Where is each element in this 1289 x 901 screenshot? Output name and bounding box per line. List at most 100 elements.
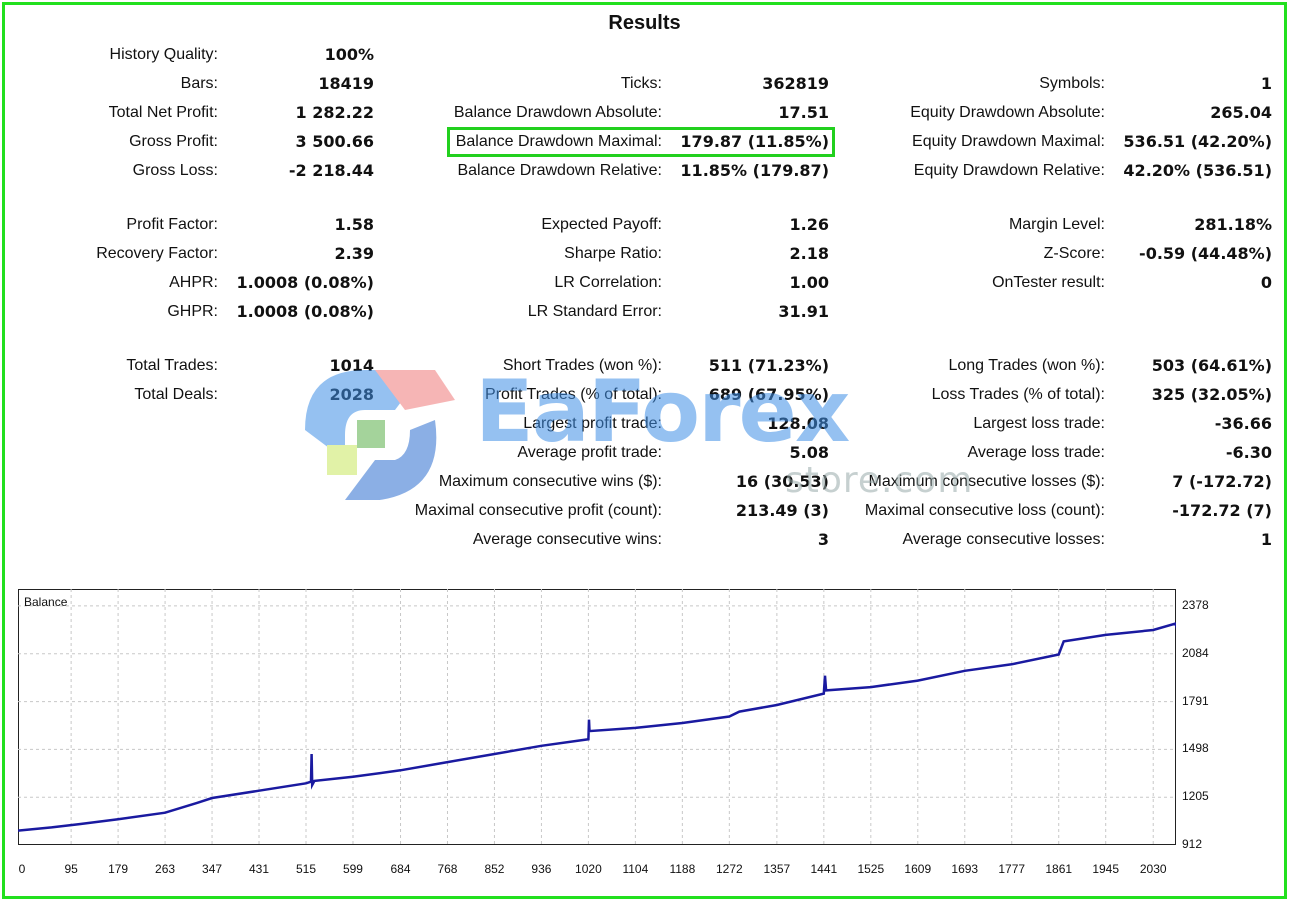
stat-label: Gross Profit: — [129, 133, 218, 150]
y-tick-label: 2084 — [1182, 645, 1209, 660]
stat-value: 11.85% (179.87) — [680, 161, 829, 180]
stat-label: Short Trades (won %): — [502, 357, 662, 374]
stat-label: Balance Drawdown Absolute: — [453, 104, 662, 121]
stat-value: 42.20% (536.51) — [1123, 161, 1272, 180]
x-tick-label: 1272 — [715, 862, 743, 876]
stat-label: Maximum consecutive losses ($): — [868, 473, 1105, 490]
x-tick-label: 1861 — [1045, 862, 1073, 876]
y-tick-label: 1791 — [1182, 693, 1209, 708]
balance-plot — [18, 589, 1176, 845]
y-tick-label: 912 — [1182, 837, 1203, 851]
stat-label: Average consecutive wins: — [472, 531, 662, 548]
stat-value: 325 (32.05%) — [1151, 385, 1272, 404]
stat-value: 2.18 — [789, 244, 829, 263]
stat-value: 18419 — [318, 74, 374, 93]
x-tick-label: 768 — [437, 862, 458, 876]
stat-label: Recovery Factor: — [96, 245, 218, 262]
stat-value: 2028 — [329, 385, 374, 404]
x-tick-label: 431 — [249, 862, 270, 876]
stat-value: 1.0008 (0.08%) — [236, 302, 374, 321]
x-tick-label: 263 — [155, 862, 176, 876]
x-tick-label: 2030 — [1139, 862, 1167, 876]
stat-label: Largest loss trade: — [973, 415, 1105, 432]
x-tick-label: 1357 — [763, 862, 791, 876]
stat-label: Equity Drawdown Maximal: — [912, 133, 1105, 150]
stat-value: 503 (64.61%) — [1151, 356, 1272, 375]
stat-value: -0.59 (44.48%) — [1139, 244, 1272, 263]
stat-label: Maximal consecutive loss (count): — [864, 502, 1105, 519]
stat-value: 689 (67.95%) — [708, 385, 829, 404]
stat-value: 2.39 — [334, 244, 374, 263]
stat-value: -36.66 — [1214, 414, 1272, 433]
stat-value: 16 (30.53) — [735, 472, 829, 491]
stat-label: Bars: — [180, 75, 218, 92]
x-tick-label: 1609 — [904, 862, 932, 876]
stat-value: 31.91 — [778, 302, 829, 321]
x-tick-label: 1525 — [857, 862, 885, 876]
x-tick-label: 95 — [64, 862, 78, 876]
stat-value: 536.51 (42.20%) — [1123, 132, 1272, 151]
stat-label: Balance Drawdown Relative: — [457, 162, 662, 179]
stat-label: Sharpe Ratio: — [564, 245, 662, 262]
x-tick-label: 347 — [202, 862, 223, 876]
stat-value: 128.08 — [767, 414, 829, 433]
stat-label: AHPR: — [169, 274, 218, 291]
stat-label: Total Trades: — [126, 357, 218, 374]
stat-value: 1 — [1260, 74, 1272, 93]
x-tick-label: 599 — [342, 862, 363, 876]
x-tick-label: 684 — [390, 862, 411, 876]
stat-value: 1014 — [329, 356, 374, 375]
stat-value: -2 218.44 — [288, 161, 374, 180]
stat-value: 511 (71.23%) — [708, 356, 829, 375]
stat-label: History Quality: — [109, 46, 218, 63]
x-tick-label: 179 — [108, 862, 129, 876]
y-tick-label: 1205 — [1182, 789, 1209, 804]
stat-value: 5.08 — [789, 443, 829, 462]
stat-label: Margin Level: — [1008, 216, 1105, 233]
stat-value: 1.26 — [789, 215, 829, 234]
stat-label: Average consecutive losses: — [902, 531, 1105, 548]
y-tick-label: 1498 — [1182, 741, 1209, 756]
stat-value: 1 282.22 — [295, 103, 374, 122]
stat-label: Z-Score: — [1043, 245, 1105, 262]
page-title: Results — [608, 12, 681, 34]
stat-value: 7 (-172.72) — [1172, 472, 1272, 491]
y-tick-label: 2378 — [1182, 597, 1209, 612]
x-tick-label: 936 — [531, 862, 552, 876]
stat-value: 362819 — [762, 74, 829, 93]
stat-label: Balance Drawdown Maximal: — [455, 133, 662, 150]
stat-label: Total Net Profit: — [108, 104, 218, 121]
stat-value: 3 — [817, 530, 829, 549]
stat-value: 1.0008 (0.08%) — [236, 273, 374, 292]
x-tick-label: 1188 — [669, 862, 696, 876]
stat-value: -6.30 — [1225, 443, 1272, 462]
stat-value: 3 500.66 — [295, 132, 374, 151]
stat-value: 100% — [324, 45, 374, 64]
stat-label: OnTester result: — [992, 274, 1105, 291]
stat-label: Profit Trades (% of total): — [485, 386, 662, 403]
balance-line — [18, 622, 1176, 832]
x-tick-label: 1945 — [1092, 862, 1120, 876]
x-tick-label: 0 — [18, 862, 26, 876]
stat-label: Ticks: — [620, 75, 662, 92]
stat-value: 1.58 — [334, 215, 374, 234]
stat-label: LR Correlation: — [554, 274, 662, 291]
stat-value: 281.18% — [1194, 215, 1272, 234]
x-tick-label: 1777 — [998, 862, 1026, 876]
x-tick-label: 1104 — [622, 862, 649, 876]
stat-label: Average loss trade: — [967, 444, 1105, 461]
stat-label: Maximum consecutive wins ($): — [438, 473, 662, 490]
chart-title: Balance — [24, 595, 68, 609]
stat-label: Symbols: — [1039, 75, 1105, 92]
x-tick-label: 852 — [484, 862, 505, 876]
balance-drawdown-highlight — [447, 127, 835, 157]
stat-label: Profit Factor: — [126, 216, 218, 233]
x-tick-label: 1441 — [810, 862, 838, 876]
stat-label: GHPR: — [167, 303, 218, 320]
stat-label: Total Deals: — [134, 386, 218, 403]
stat-value: 0 — [1260, 273, 1272, 292]
x-tick-label: 515 — [295, 862, 317, 876]
stat-value: 179.87 (11.85%) — [680, 132, 829, 151]
stat-value: 265.04 — [1210, 103, 1272, 122]
